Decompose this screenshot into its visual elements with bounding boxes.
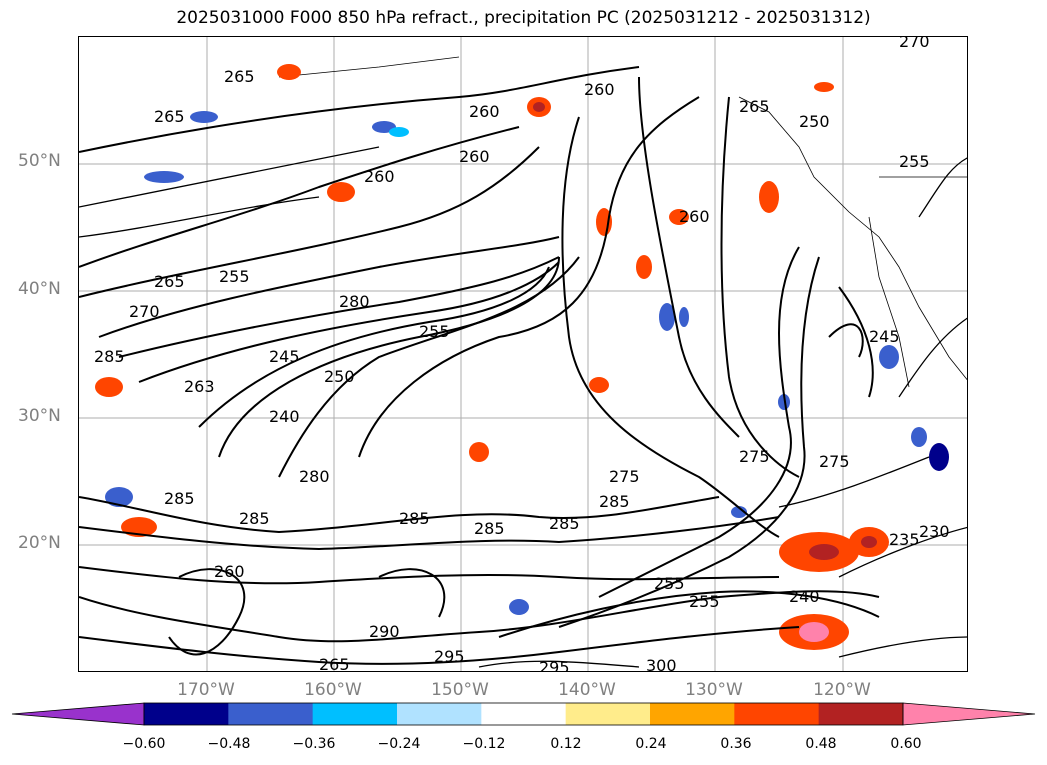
contour-label: 295	[434, 647, 465, 666]
colorbar-outline	[143, 702, 904, 726]
contour-label: 300	[646, 656, 677, 672]
contour-label: 285	[599, 492, 630, 511]
contour-label: 260	[364, 167, 395, 186]
contour-label: 270	[129, 302, 160, 321]
colorbar-segments	[11, 702, 1036, 726]
lat-label-20n: 20°N	[18, 533, 61, 553]
colorbar-tick-label: 0.36	[720, 736, 752, 752]
contour-label: 275	[819, 452, 850, 471]
lon-label-170w: 170°W	[177, 680, 235, 700]
colorbar-tick-label: −0.48	[207, 736, 251, 752]
contour-label: 265	[739, 97, 770, 116]
colorbar-segment	[650, 703, 735, 725]
colorbar-tick-label: 0.12	[550, 736, 582, 752]
contour-label: 240	[789, 587, 820, 606]
lat-label-30n: 30°N	[18, 406, 61, 426]
contour-label: 285	[549, 514, 580, 533]
contour-label: 260	[679, 207, 710, 226]
colorbar-tick-label: 0.60	[890, 736, 922, 752]
colorbar-segment	[481, 703, 567, 725]
contour-label: 280	[339, 292, 370, 311]
colorbar-tick-label: 0.24	[635, 736, 667, 752]
contour-label: 245	[269, 347, 300, 366]
contour-label: 285	[94, 347, 125, 366]
contour-label: 275	[739, 447, 770, 466]
colorbar-segment	[734, 703, 820, 725]
colorbar-tick-label: −0.12	[462, 736, 506, 752]
contour-label: 250	[324, 367, 355, 386]
contour-label: 255	[219, 267, 250, 286]
contour-label: 265	[319, 655, 350, 672]
contour-label: 255	[689, 592, 720, 611]
contour-label: 260	[459, 147, 490, 166]
lat-label-50n: 50°N	[18, 151, 61, 171]
colorbar-tick-label: −0.60	[122, 736, 166, 752]
refractivity-contours	[79, 66, 880, 665]
lon-label-150w: 150°W	[431, 680, 489, 700]
contour-label: 275	[609, 467, 640, 486]
contour-label: 250	[799, 112, 830, 131]
contour-label: 270	[899, 37, 930, 51]
colorbar-tick-label: −0.36	[292, 736, 336, 752]
colorbar-extend-low	[11, 702, 145, 726]
contour-label: 295	[539, 658, 570, 672]
contour-label: 260	[469, 102, 500, 121]
contour-label: 265	[154, 272, 185, 291]
lon-label-120w: 120°W	[813, 680, 871, 700]
graticule	[79, 37, 967, 671]
contour-label: 240	[269, 407, 300, 426]
colorbar	[11, 702, 1036, 726]
contour-label: 263	[184, 377, 215, 396]
colorbar-extend-high	[902, 702, 1036, 726]
contour-label-group: 265 265 260 260 260 255 255 250 265 265 …	[94, 37, 950, 672]
colorbar-segment	[565, 703, 651, 725]
colorbar-segment	[228, 703, 314, 725]
contour-label: 245	[869, 327, 900, 346]
contour-label: 290	[369, 622, 400, 641]
contour-label: 285	[239, 509, 270, 528]
lon-label-160w: 160°W	[304, 680, 362, 700]
precip-fills	[95, 64, 949, 650]
contour-label: 260	[214, 562, 245, 581]
lat-label-40n: 40°N	[18, 279, 61, 299]
colorbar-segment	[144, 703, 229, 725]
map-panel: 265 265 260 260 260 255 255 250 265 265 …	[78, 36, 968, 672]
contour-label: 285	[474, 519, 505, 538]
contour-label: 285	[399, 509, 430, 528]
contour-label: 285	[164, 489, 195, 508]
contour-label: 230	[919, 522, 950, 541]
refractivity-contours-thin	[79, 146, 967, 668]
contour-label: 280	[299, 467, 330, 486]
colorbar-tick-label: −0.24	[377, 736, 421, 752]
map-title: 2025031000 F000 850 hPa refract., precip…	[176, 8, 871, 28]
colorbar-segment	[312, 703, 398, 725]
colorbar-segment	[818, 703, 904, 725]
coastline	[278, 56, 967, 388]
lon-label-140w: 140°W	[558, 680, 616, 700]
contour-label: 265	[224, 67, 255, 86]
map-canvas: 265 265 260 260 260 255 255 250 265 265 …	[79, 37, 967, 672]
colorbar-tick-label: 0.48	[805, 736, 837, 752]
colorbar-segment	[397, 703, 482, 725]
contour-label: 235	[889, 530, 920, 549]
contour-label: 255	[419, 322, 450, 341]
contour-label: 255	[899, 152, 930, 171]
contour-label: 255	[654, 574, 685, 593]
contour-label: 265	[154, 107, 185, 126]
lon-label-130w: 130°W	[685, 680, 743, 700]
contour-label: 260	[584, 80, 615, 99]
